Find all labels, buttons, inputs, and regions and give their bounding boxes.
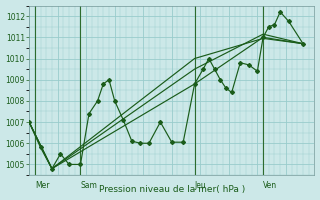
Text: Sam: Sam bbox=[80, 181, 97, 190]
Text: Ven: Ven bbox=[263, 181, 277, 190]
Text: Jeu: Jeu bbox=[195, 181, 206, 190]
Text: Mer: Mer bbox=[35, 181, 49, 190]
X-axis label: Pression niveau de la mer( hPa ): Pression niveau de la mer( hPa ) bbox=[99, 185, 245, 194]
